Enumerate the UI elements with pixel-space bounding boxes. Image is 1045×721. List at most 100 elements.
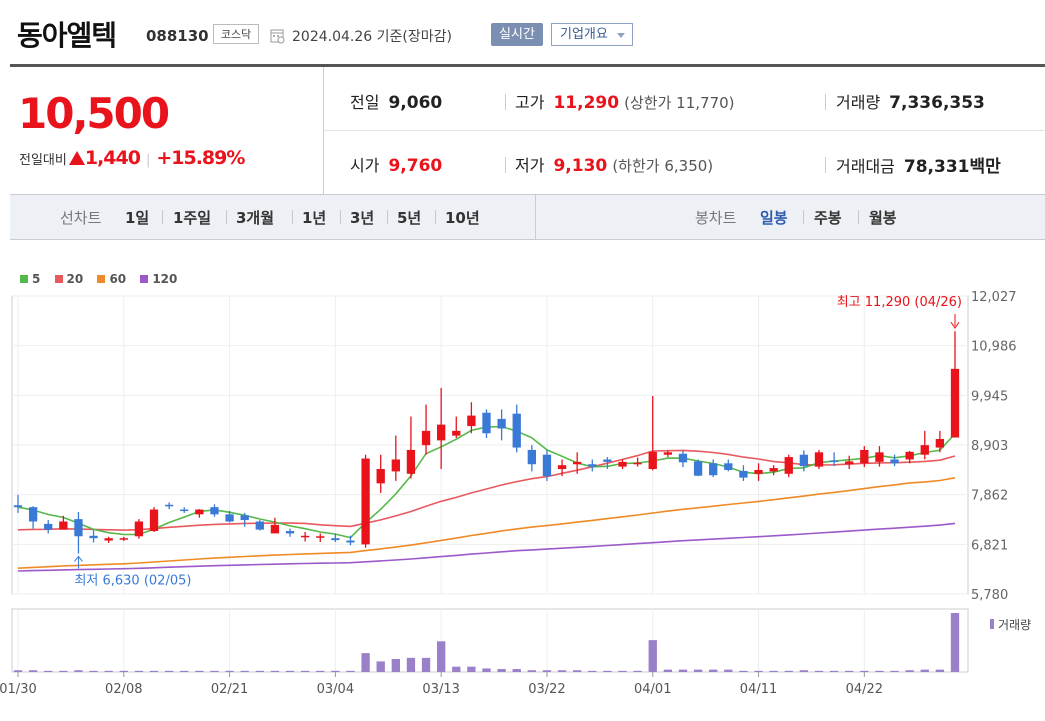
market-badge: 코스닥 [213,24,259,44]
volume-bar [346,670,355,672]
candle-monthly[interactable]: 월봉 [869,209,897,227]
candle-body [935,438,945,448]
legend-label: 60 [109,272,127,286]
candle-body [300,535,310,538]
high-value: 11,290 [553,93,620,113]
volume-bar [240,670,249,672]
candle-body [482,412,491,434]
candle-body [406,449,416,474]
period-10y[interactable]: 10년 [445,209,480,227]
current-price: 10,500 [18,89,170,138]
y-tick-label: 5,780 [971,588,1008,603]
volume-bar [452,666,461,672]
volume-bar [648,640,657,672]
high-label: 고가 [515,93,545,112]
volume-label: 거래량 [836,93,881,112]
prev-close-label: 전일 [350,93,380,112]
volume-bar [905,670,914,672]
candle-body [588,464,597,467]
period-5y[interactable]: 5년 [397,209,422,227]
volume-bar [376,661,385,672]
candle-body [573,461,582,465]
candle-body [633,462,642,465]
candle-weekly[interactable]: 주봉 [814,209,842,227]
volume-bar [512,669,521,672]
period-3y[interactable]: 3년 [350,209,375,227]
divider [226,210,227,224]
candle-body [331,538,340,541]
calendar-icon [270,29,285,44]
volume-bar [437,641,446,672]
legend-item: 60 [97,272,126,286]
amount-label: 거래대금 [836,157,895,176]
candle-body [361,458,370,545]
realtime-button[interactable]: 실시간 [491,23,543,46]
line-chart-label: 선차트 [60,209,102,227]
open-price: 시가 9,760 [350,152,442,176]
volume-bar [709,669,718,672]
candle-body [376,469,385,484]
change-amount: 1,440 [84,147,141,169]
volume-bar [149,670,159,672]
candle-body [512,413,521,448]
volume-bar [724,669,733,672]
volume-bar [860,670,869,672]
candle-body [784,457,793,474]
divider [162,210,163,224]
amount-value: 78,331 [903,157,970,177]
volume-bar [28,670,38,672]
ma20-line [17,449,956,531]
low-price: 저가 9,130 (하한가 6,350) [515,152,713,176]
volume-bar [588,670,597,672]
upper-limit: (상한가 11,770) [624,94,735,112]
price-chart: 12,027 10,986 9,945 8,903 7,862 6,821 5,780 01/… [0,290,1031,697]
lower-limit: (하한가 6,350) [612,157,714,175]
period-3m[interactable]: 3개월 [236,209,275,227]
volume-bar [814,670,824,672]
volume-bar [316,670,325,672]
period-1y[interactable]: 1년 [302,209,327,227]
company-info-label: 기업개요 [560,27,608,42]
period-1w[interactable]: 1주일 [173,209,212,227]
candle-body [739,470,748,478]
x-tick-label: 02/08 [105,682,142,697]
company-name: 동아엘텍 [17,19,117,52]
candle-body [860,449,869,464]
volume-bar [950,613,960,672]
candle-body [225,514,234,522]
candle-body [346,540,355,543]
prev-close: 전일 9,060 [350,89,442,113]
x-tick-label: 03/22 [528,682,565,697]
candle-body [603,459,612,462]
y-tick-label: 9,945 [971,389,1008,404]
min-price-label: 최저 6,630 (02/05) [74,573,191,588]
candle-body [195,509,204,515]
y-tick-label: 10,986 [971,340,1017,355]
company-info-dropdown[interactable]: 기업개요 [551,23,633,46]
candle-body [149,509,159,532]
volume-bar [255,670,264,672]
up-triangle-icon [68,151,85,165]
volume-bar [542,670,552,672]
candle-daily[interactable]: 일봉 [760,209,788,227]
volume-legend-label: 거래량 [998,618,1031,632]
candle-body [255,521,264,530]
candle-body [134,521,144,537]
volume-bar [557,670,567,672]
high-price: 고가 11,290 (상한가 11,770) [515,89,735,113]
volume-bar [890,670,899,672]
divider [825,94,826,110]
candle-body [89,535,98,539]
candle-body [270,524,280,534]
open-label: 시가 [350,156,380,175]
swatch [97,275,106,283]
period-1d[interactable]: 1일 [125,209,150,227]
x-tick-label: 04/01 [634,682,671,697]
divider [535,195,536,239]
swatch [140,275,149,283]
volume: 거래량 7,336,353 [836,89,985,113]
divider [435,210,436,224]
candle-body [527,449,536,465]
candle-body [829,460,839,462]
candle-body [663,452,673,455]
